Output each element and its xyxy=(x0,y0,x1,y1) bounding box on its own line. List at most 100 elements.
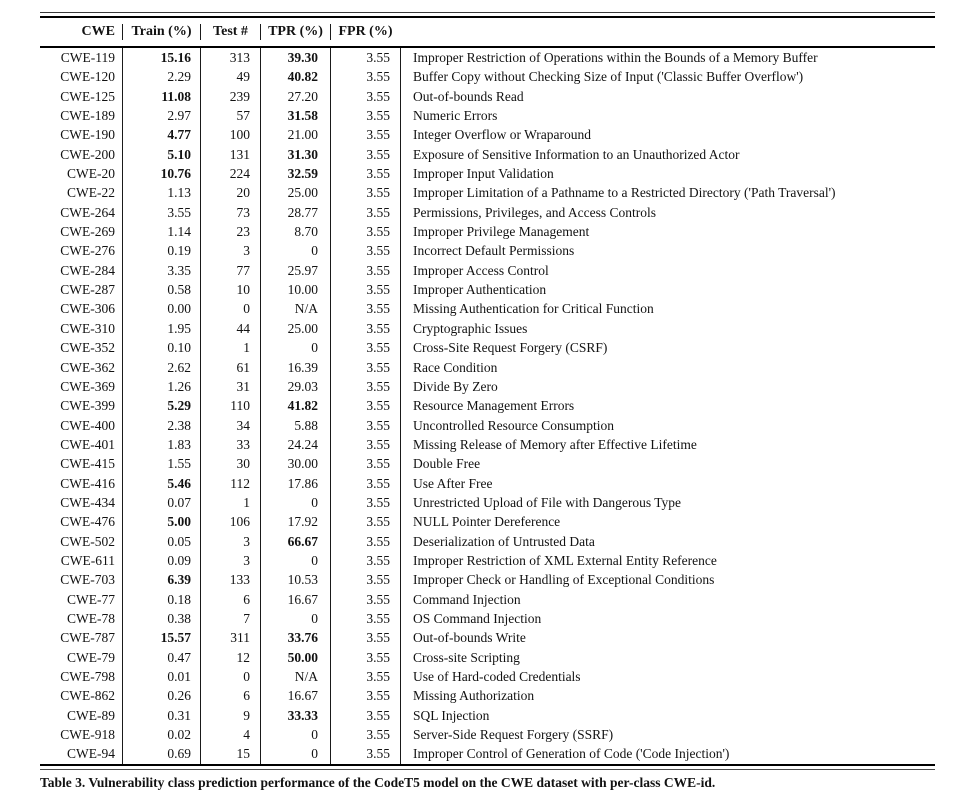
train-cell: 15.16 xyxy=(122,48,200,68)
cwe-cell: CWE-94 xyxy=(67,746,115,762)
fpr-cell: 3.55 xyxy=(330,106,400,126)
fpr-cell: 3.55 xyxy=(330,725,400,745)
table-row: CWE-94 0.69 15 0 3.55 Improper Control o… xyxy=(40,744,935,764)
cwe-cell: CWE-287 xyxy=(60,282,115,298)
tpr-cell: N/A xyxy=(260,667,330,687)
test-cell: 3 xyxy=(200,241,260,261)
description-cell: Race Condition xyxy=(400,357,935,377)
cwe-cell: CWE-703 xyxy=(60,572,115,588)
test-cell: 239 xyxy=(200,86,260,107)
table-row: CWE-79 0.47 12 50.00 3.55 Cross-site Scr… xyxy=(40,647,935,667)
fpr-cell: 3.55 xyxy=(330,299,400,319)
test-cell: 313 xyxy=(200,48,260,68)
test-cell: 1 xyxy=(200,338,260,358)
fpr-cell: 3.55 xyxy=(330,86,400,107)
cwe-cell: CWE-399 xyxy=(60,398,115,414)
description-cell: Out-of-bounds Write xyxy=(400,628,935,648)
train-cell: 0.31 xyxy=(122,705,200,726)
train-cell: 5.00 xyxy=(122,512,200,532)
train-cell: 0.05 xyxy=(122,531,200,551)
description-cell: Unrestricted Upload of File with Dangero… xyxy=(400,492,935,513)
cwe-cell: CWE-502 xyxy=(60,533,115,549)
tpr-cell: 16.67 xyxy=(260,589,330,609)
table-row: CWE-401 1.83 33 24.24 3.55 Missing Relea… xyxy=(40,434,935,455)
cwe-cell: CWE-918 xyxy=(60,727,115,743)
fpr-cell: 3.55 xyxy=(330,318,400,339)
tpr-cell: 0 xyxy=(260,550,330,571)
table-row: CWE-416 5.46 112 17.86 3.55 Use After Fr… xyxy=(40,473,935,493)
tpr-cell: 25.00 xyxy=(260,183,330,203)
description-cell: Divide By Zero xyxy=(400,376,935,397)
test-cell: 4 xyxy=(200,725,260,745)
description-cell: Cross-site Scripting xyxy=(400,647,935,667)
table-row: CWE-798 0.01 0 N/A 3.55 Use of Hard-code… xyxy=(40,667,935,687)
fpr-cell: 3.55 xyxy=(330,164,400,184)
fpr-cell: 3.55 xyxy=(330,202,400,223)
description-cell: Incorrect Default Permissions xyxy=(400,241,935,261)
fpr-cell: 3.55 xyxy=(330,550,400,571)
test-cell: 1 xyxy=(200,492,260,513)
column-header-train: Train (%) xyxy=(122,24,200,40)
table-row: CWE-918 0.02 4 0 3.55 Server-Side Reques… xyxy=(40,725,935,745)
table-row: CWE-89 0.31 9 33.33 3.55 SQL Injection xyxy=(40,705,935,726)
description-cell: Server-Side Request Forgery (SSRF) xyxy=(400,725,935,745)
test-cell: 9 xyxy=(200,705,260,726)
cwe-cell: CWE-200 xyxy=(60,146,115,162)
table-row: CWE-306 0.00 0 N/A 3.55 Missing Authenti… xyxy=(40,299,935,319)
train-cell: 0.01 xyxy=(122,667,200,687)
table-row: CWE-125 11.08 239 27.20 3.55 Out-of-boun… xyxy=(40,86,935,107)
test-cell: 6 xyxy=(200,589,260,609)
test-cell: 33 xyxy=(200,434,260,455)
fpr-cell: 3.55 xyxy=(330,357,400,377)
table-row: CWE-399 5.29 110 41.82 3.55 Resource Man… xyxy=(40,396,935,416)
train-cell: 2.62 xyxy=(122,357,200,377)
fpr-cell: 3.55 xyxy=(330,531,400,551)
train-cell: 11.08 xyxy=(122,86,200,107)
description-cell: Permissions, Privileges, and Access Cont… xyxy=(400,202,935,223)
tpr-cell: 0 xyxy=(260,338,330,358)
train-cell: 1.14 xyxy=(122,222,200,242)
description-cell: OS Command Injection xyxy=(400,608,935,629)
description-cell: Improper Authentication xyxy=(400,280,935,300)
train-cell: 0.18 xyxy=(122,589,200,609)
train-cell: 0.47 xyxy=(122,647,200,667)
fpr-cell: 3.55 xyxy=(330,434,400,455)
column-header-tpr: TPR (%) xyxy=(260,24,330,40)
table-row: CWE-369 1.26 31 29.03 3.55 Divide By Zer… xyxy=(40,376,935,397)
test-cell: 44 xyxy=(200,318,260,339)
train-cell: 1.55 xyxy=(122,454,200,474)
description-cell: SQL Injection xyxy=(400,705,935,726)
test-cell: 7 xyxy=(200,608,260,629)
table-header-row: CWE Train (%) Test # TPR (%) FPR (%) xyxy=(40,18,935,46)
table-row: CWE-287 0.58 10 10.00 3.55 Improper Auth… xyxy=(40,280,935,300)
test-cell: 133 xyxy=(200,570,260,590)
fpr-cell: 3.55 xyxy=(330,260,400,281)
table-row: CWE-189 2.97 57 31.58 3.55 Numeric Error… xyxy=(40,106,935,126)
test-cell: 61 xyxy=(200,357,260,377)
train-cell: 0.07 xyxy=(122,492,200,513)
table-top-rule xyxy=(40,12,935,18)
fpr-cell: 3.55 xyxy=(330,338,400,358)
fpr-cell: 3.55 xyxy=(330,744,400,764)
train-cell: 1.83 xyxy=(122,434,200,455)
train-cell: 15.57 xyxy=(122,628,200,648)
table-row: CWE-502 0.05 3 66.67 3.55 Deserializatio… xyxy=(40,531,935,551)
description-cell: Deserialization of Untrusted Data xyxy=(400,531,935,551)
table-row: CWE-476 5.00 106 17.92 3.55 NULL Pointer… xyxy=(40,512,935,532)
test-cell: 31 xyxy=(200,376,260,397)
description-cell: Missing Authentication for Critical Func… xyxy=(400,299,935,319)
tpr-cell: 0 xyxy=(260,241,330,261)
cwe-cell: CWE-401 xyxy=(60,436,115,452)
description-cell: Resource Management Errors xyxy=(400,396,935,416)
tpr-cell: 25.00 xyxy=(260,318,330,339)
table-row: CWE-352 0.10 1 0 3.55 Cross-Site Request… xyxy=(40,338,935,358)
table-row: CWE-787 15.57 311 33.76 3.55 Out-of-boun… xyxy=(40,628,935,648)
table-row: CWE-200 5.10 131 31.30 3.55 Exposure of … xyxy=(40,144,935,165)
tpr-cell: 66.67 xyxy=(260,531,330,551)
test-cell: 49 xyxy=(200,67,260,87)
description-cell: Improper Limitation of a Pathname to a R… xyxy=(400,183,935,203)
test-cell: 77 xyxy=(200,260,260,281)
tpr-cell: 50.00 xyxy=(260,647,330,667)
tpr-cell: 0 xyxy=(260,744,330,764)
fpr-cell: 3.55 xyxy=(330,67,400,87)
